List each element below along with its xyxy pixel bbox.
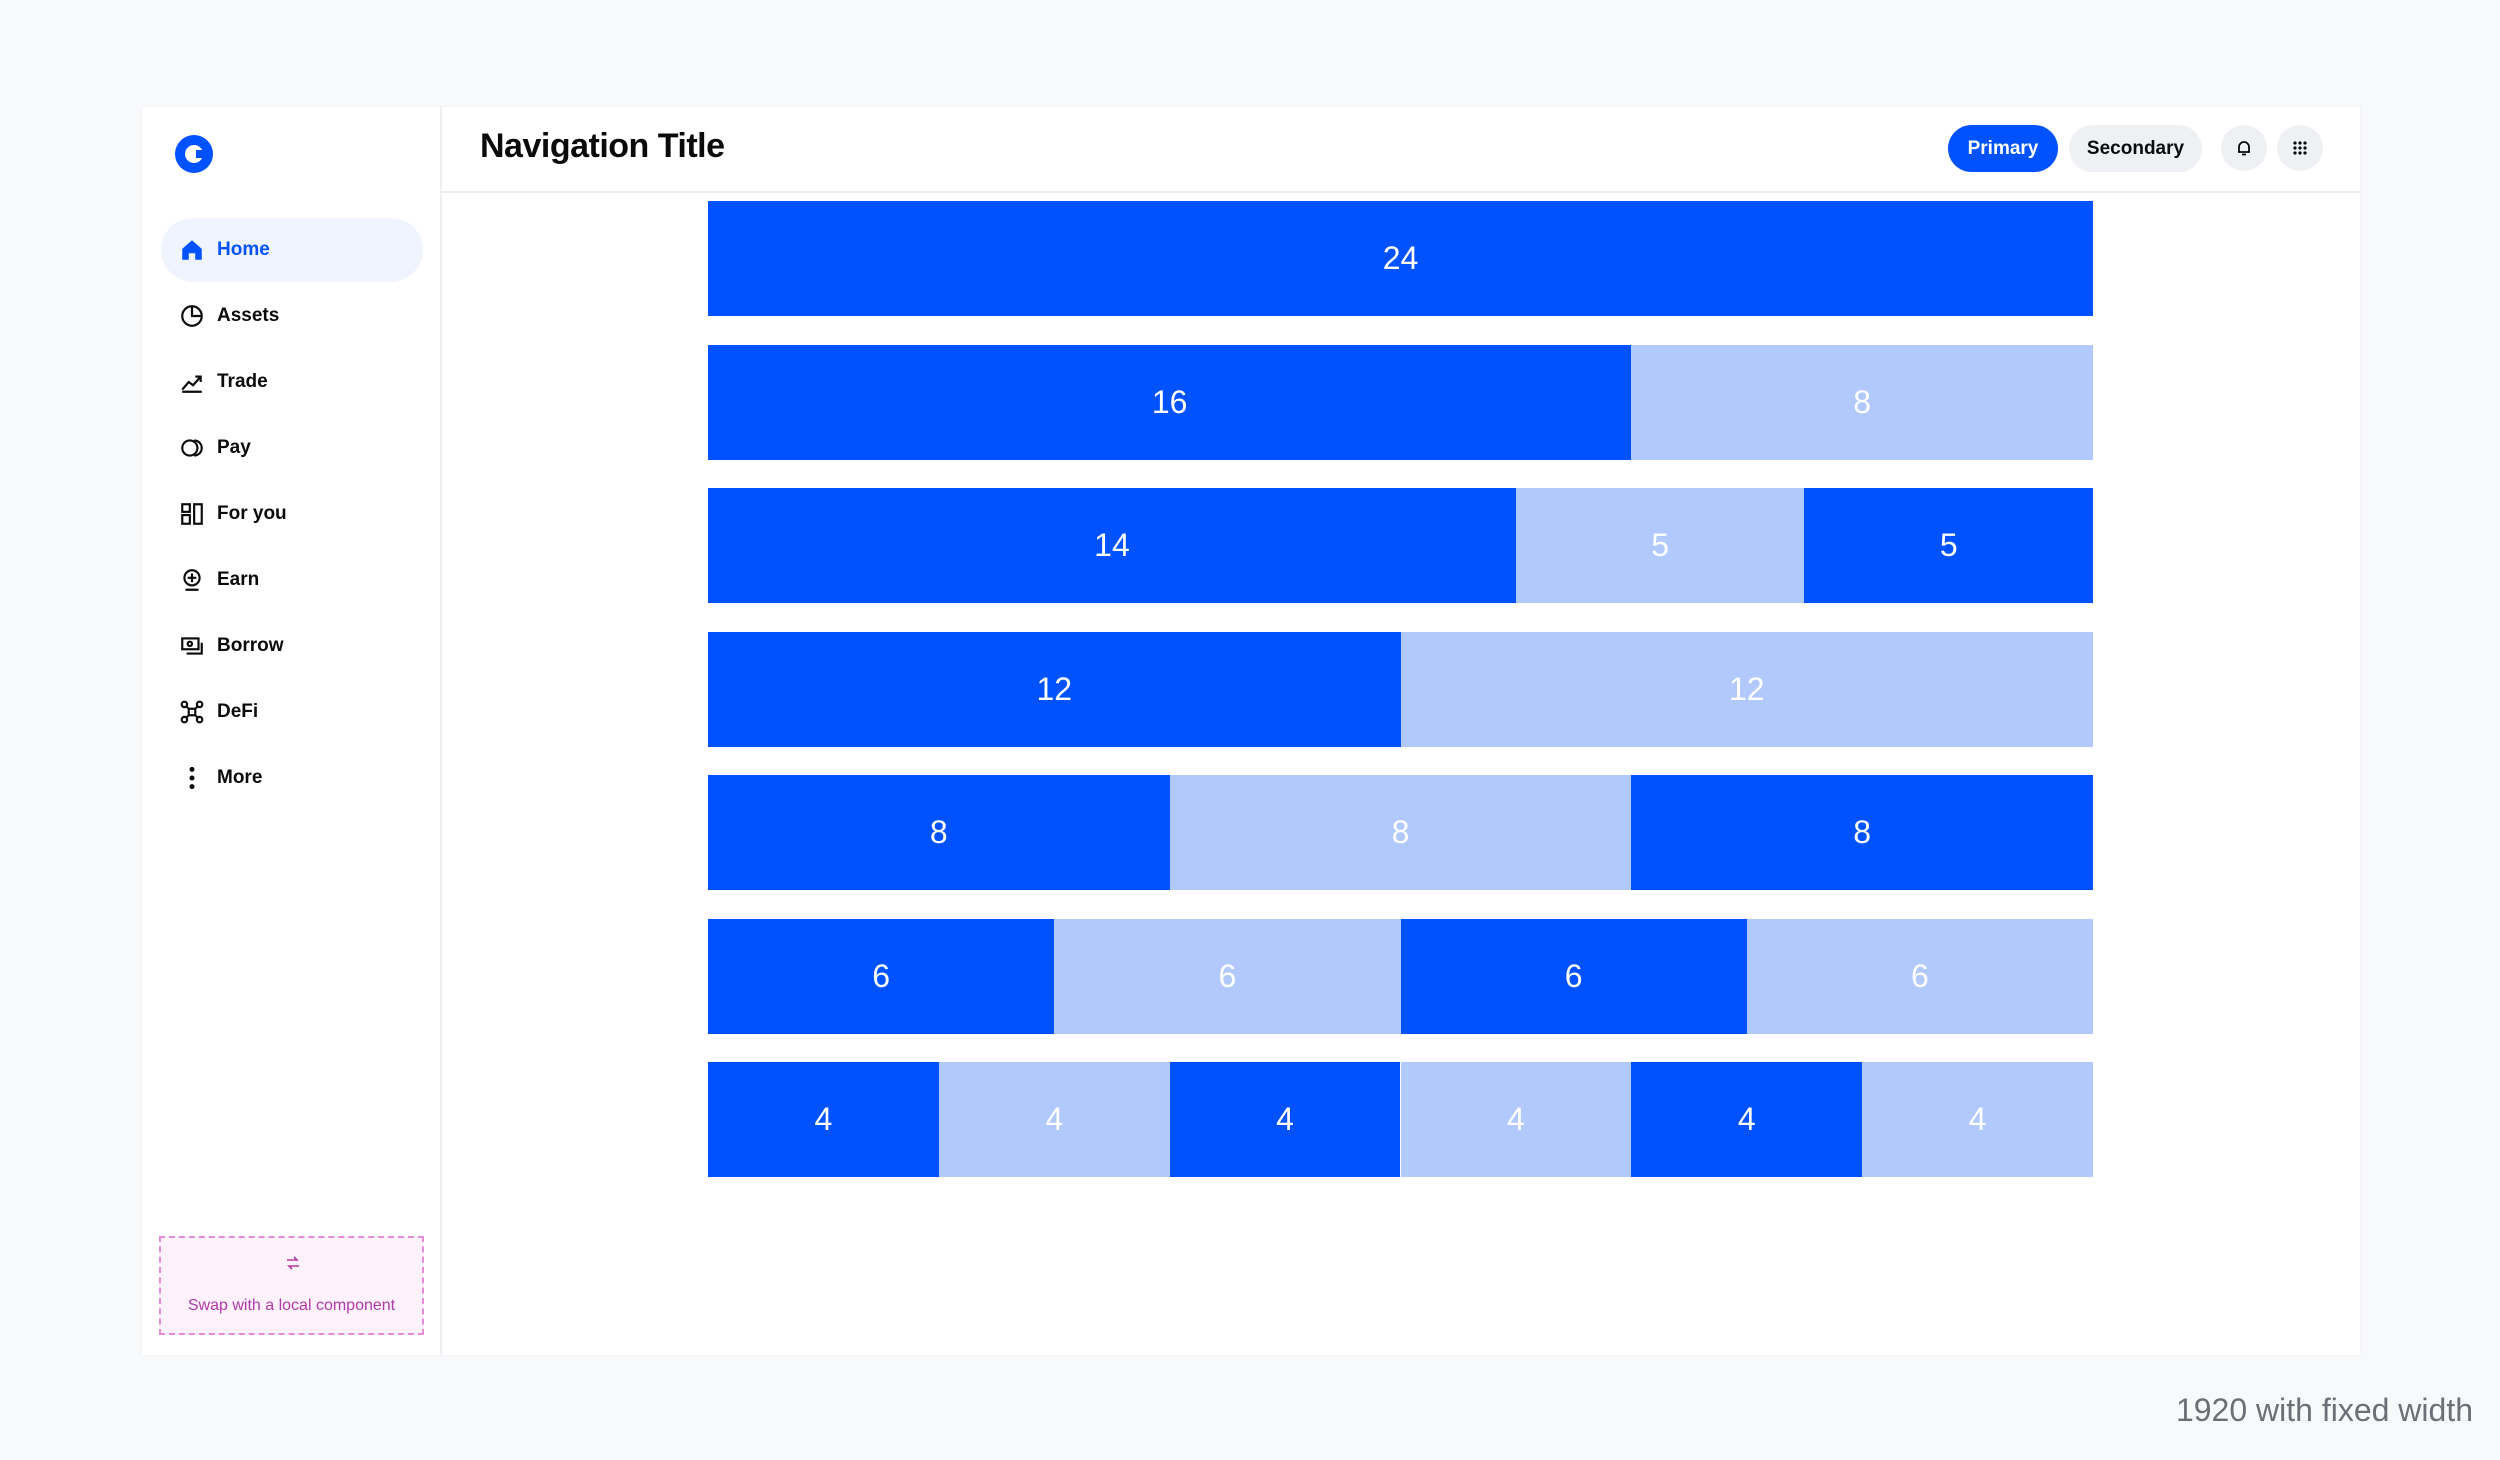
nav-item[interactable]: More: [161, 746, 423, 810]
grid-cell: 5: [1515, 488, 1805, 603]
grid-cell: 4: [1169, 1062, 1401, 1177]
grid-cell: 4: [1631, 1062, 1863, 1177]
nav-item[interactable]: Pay: [161, 416, 423, 480]
placeholder-text: Swap with a local component: [187, 1297, 396, 1314]
app-frame: Home Assets Trade Pay For you Earn Borro…: [142, 107, 2360, 1355]
grid-cell: 4: [1862, 1062, 2093, 1177]
placeholder: Swap with a local component: [159, 1236, 424, 1335]
grid-cell: 8: [1631, 775, 2093, 890]
nav-label: For you: [217, 503, 287, 524]
nav-label: Borrow: [217, 635, 284, 656]
grid-cell: 5: [1804, 488, 2093, 603]
nav-label: Earn: [217, 569, 260, 590]
grid-cell: 8: [1631, 344, 2093, 460]
grid-cell: 6: [1054, 918, 1401, 1034]
nav-label: Assets: [217, 305, 280, 326]
nav-item[interactable]: Home: [161, 218, 423, 282]
logo[interactable]: [174, 134, 214, 174]
nav-label: Pay: [217, 437, 251, 458]
grid-cell: 8: [1169, 775, 1632, 890]
grid-cell: 6: [1746, 918, 2093, 1034]
nav-item[interactable]: Assets: [161, 284, 423, 348]
grid-cell: 4: [1400, 1062, 1632, 1177]
secondary-button[interactable]: Secondary: [2069, 125, 2202, 172]
nav-label: More: [217, 767, 263, 788]
nav-item[interactable]: Borrow: [161, 614, 423, 678]
header: Navigation Title Primary Secondary: [442, 107, 2360, 193]
grid-cell: 6: [1400, 918, 1747, 1034]
nav-title: Navigation Title: [480, 127, 725, 165]
nav-label: DeFi: [217, 701, 259, 722]
primary-button[interactable]: Primary: [1948, 125, 2058, 172]
grid-cell: 12: [708, 631, 1401, 747]
notifications-button[interactable]: [2221, 125, 2267, 171]
grid-cell: 16: [708, 344, 1632, 460]
grid-cell: 4: [708, 1062, 939, 1177]
nav-label: Trade: [217, 371, 268, 392]
grid-cell: 8: [708, 775, 1170, 890]
grid-cell: 24: [708, 201, 2093, 316]
nav-item[interactable]: DeFi: [161, 680, 423, 744]
grid-cell: 6: [708, 918, 1055, 1034]
grid-cell: 12: [1400, 631, 2093, 747]
nav-item[interactable]: For you: [161, 482, 423, 546]
grid-cell: 4: [938, 1062, 1170, 1177]
sidebar: Home Assets Trade Pay For you Earn Borro…: [142, 107, 442, 1355]
nav-item[interactable]: Trade: [161, 350, 423, 414]
nav-item[interactable]: Earn: [161, 548, 423, 612]
footer-note: 1920 with fixed width: [2175, 1392, 2473, 1428]
apps-button[interactable]: [2277, 125, 2323, 171]
nav-label: Home: [217, 239, 270, 260]
grid-cell: 14: [708, 488, 1516, 603]
